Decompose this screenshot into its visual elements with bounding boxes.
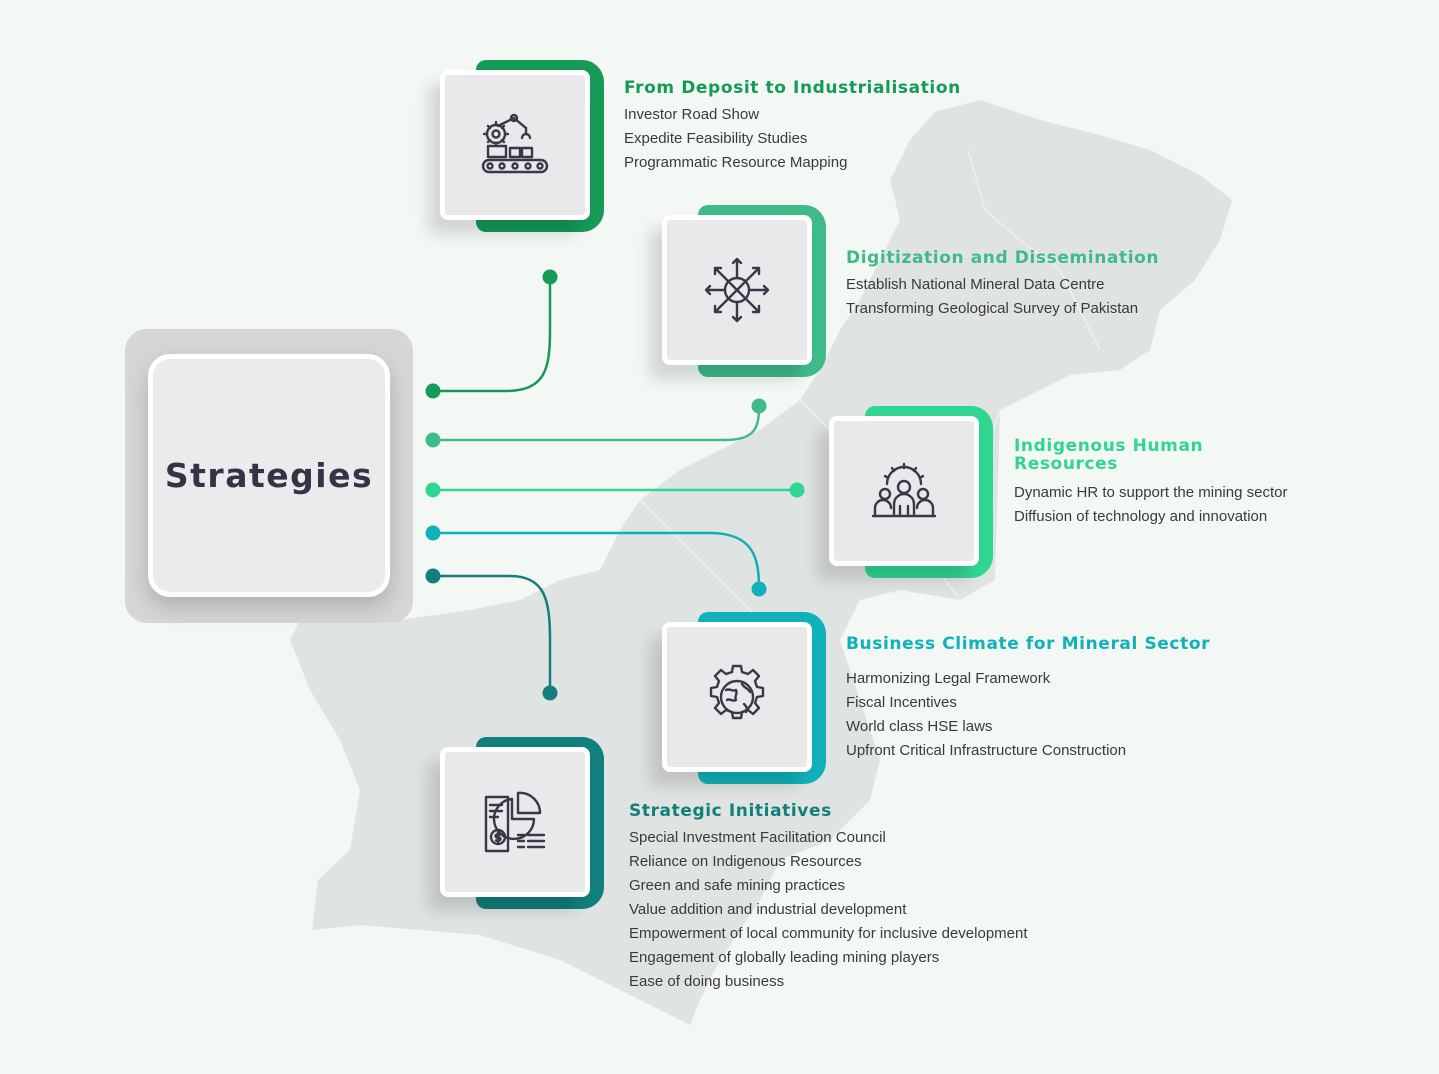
strategy-heading: Indigenous Human Resources [1014,437,1287,473]
team-gear-icon [871,462,937,518]
icon-box [662,622,812,772]
strategy-item: Upfront Critical Infrastructure Construc… [846,742,1127,759]
strategy-item: Investor Road Show [624,106,760,123]
strategy-item: Fiscal Incentives [846,694,957,711]
strategy-item: Special Investment Facilitation Council [629,829,886,846]
connector-dot [425,482,441,498]
icon-box [440,70,590,220]
strategy-item: Reliance on Indigenous Resources [629,853,862,870]
strategy-text-4: Business Climate for Mineral Sector Harm… [846,635,1210,763]
connector-strategy-1 [425,269,558,399]
strategy-card-1 [440,60,606,232]
strategies-node: Strategies [148,354,390,597]
connector-dot [542,269,558,285]
connector-dot [789,482,805,498]
strategy-item: Expedite Feasibility Studies [624,130,808,147]
strategy-heading-line: Indigenous Human [1014,436,1204,456]
strategy-item: Programmatic Resource Mapping [624,154,848,171]
strategy-item: Green and safe mining practices [629,877,845,894]
strategies-title: Strategies [164,456,374,495]
strategy-item: Ease of doing business [629,973,785,990]
strategy-item: Diffusion of technology and innovation [1014,508,1268,525]
strategy-item: Value addition and industrial developmen… [629,901,907,918]
connector-dot [542,685,558,701]
financial-report-icon [484,791,546,853]
strategy-heading: Strategic Initiatives [629,801,832,821]
icon-box [662,215,812,365]
strategy-text-3: Indigenous Human Resources Dynamic HR to… [1014,437,1287,529]
strategy-item: Empowerment of local community for inclu… [629,925,1028,942]
strategy-item: Harmonizing Legal Framework [846,670,1051,687]
strategy-item: Transforming Geological Survey of Pakist… [846,300,1139,317]
strategy-card-2 [662,205,828,377]
strategy-heading: From Deposit to Industrialisation [624,78,961,98]
connector-strategy-3 [425,482,805,498]
strategy-card-3 [829,406,995,578]
connector-dot [425,525,441,541]
strategy-card-4 [662,612,828,784]
connector-strategy-2 [425,398,767,448]
strategy-heading: Digitization and Dissemination [846,248,1160,268]
connector-dot [425,432,441,448]
strategy-text-5: Strategic Initiatives Special Investment… [629,802,1028,994]
network-arrows-icon [704,257,770,323]
connector-dot [425,568,441,584]
strategy-text-1: From Deposit to Industrialisation Invest… [624,79,961,175]
connector-dot [751,398,767,414]
strategy-item: World class HSE laws [846,718,993,735]
strategy-item: Establish National Mineral Data Centre [846,276,1105,293]
icon-box [440,747,590,897]
strategy-text-2: Digitization and Dissemination Establish… [846,249,1159,321]
globe-gear-icon [709,664,765,720]
strategy-item: Engagement of globally leading mining pl… [629,949,940,966]
connector-dot [751,581,767,597]
connector-strategy-5 [425,568,558,701]
icon-box [829,416,979,566]
robotic-arm-conveyor-icon [481,113,549,174]
strategy-heading-line: Resources [1014,454,1119,474]
connector-dot [425,383,441,399]
strategy-item: Dynamic HR to support the mining sector [1014,484,1288,501]
strategy-heading: Business Climate for Mineral Sector [846,634,1211,654]
connector-strategy-4 [425,525,767,597]
strategy-card-5 [440,737,606,909]
